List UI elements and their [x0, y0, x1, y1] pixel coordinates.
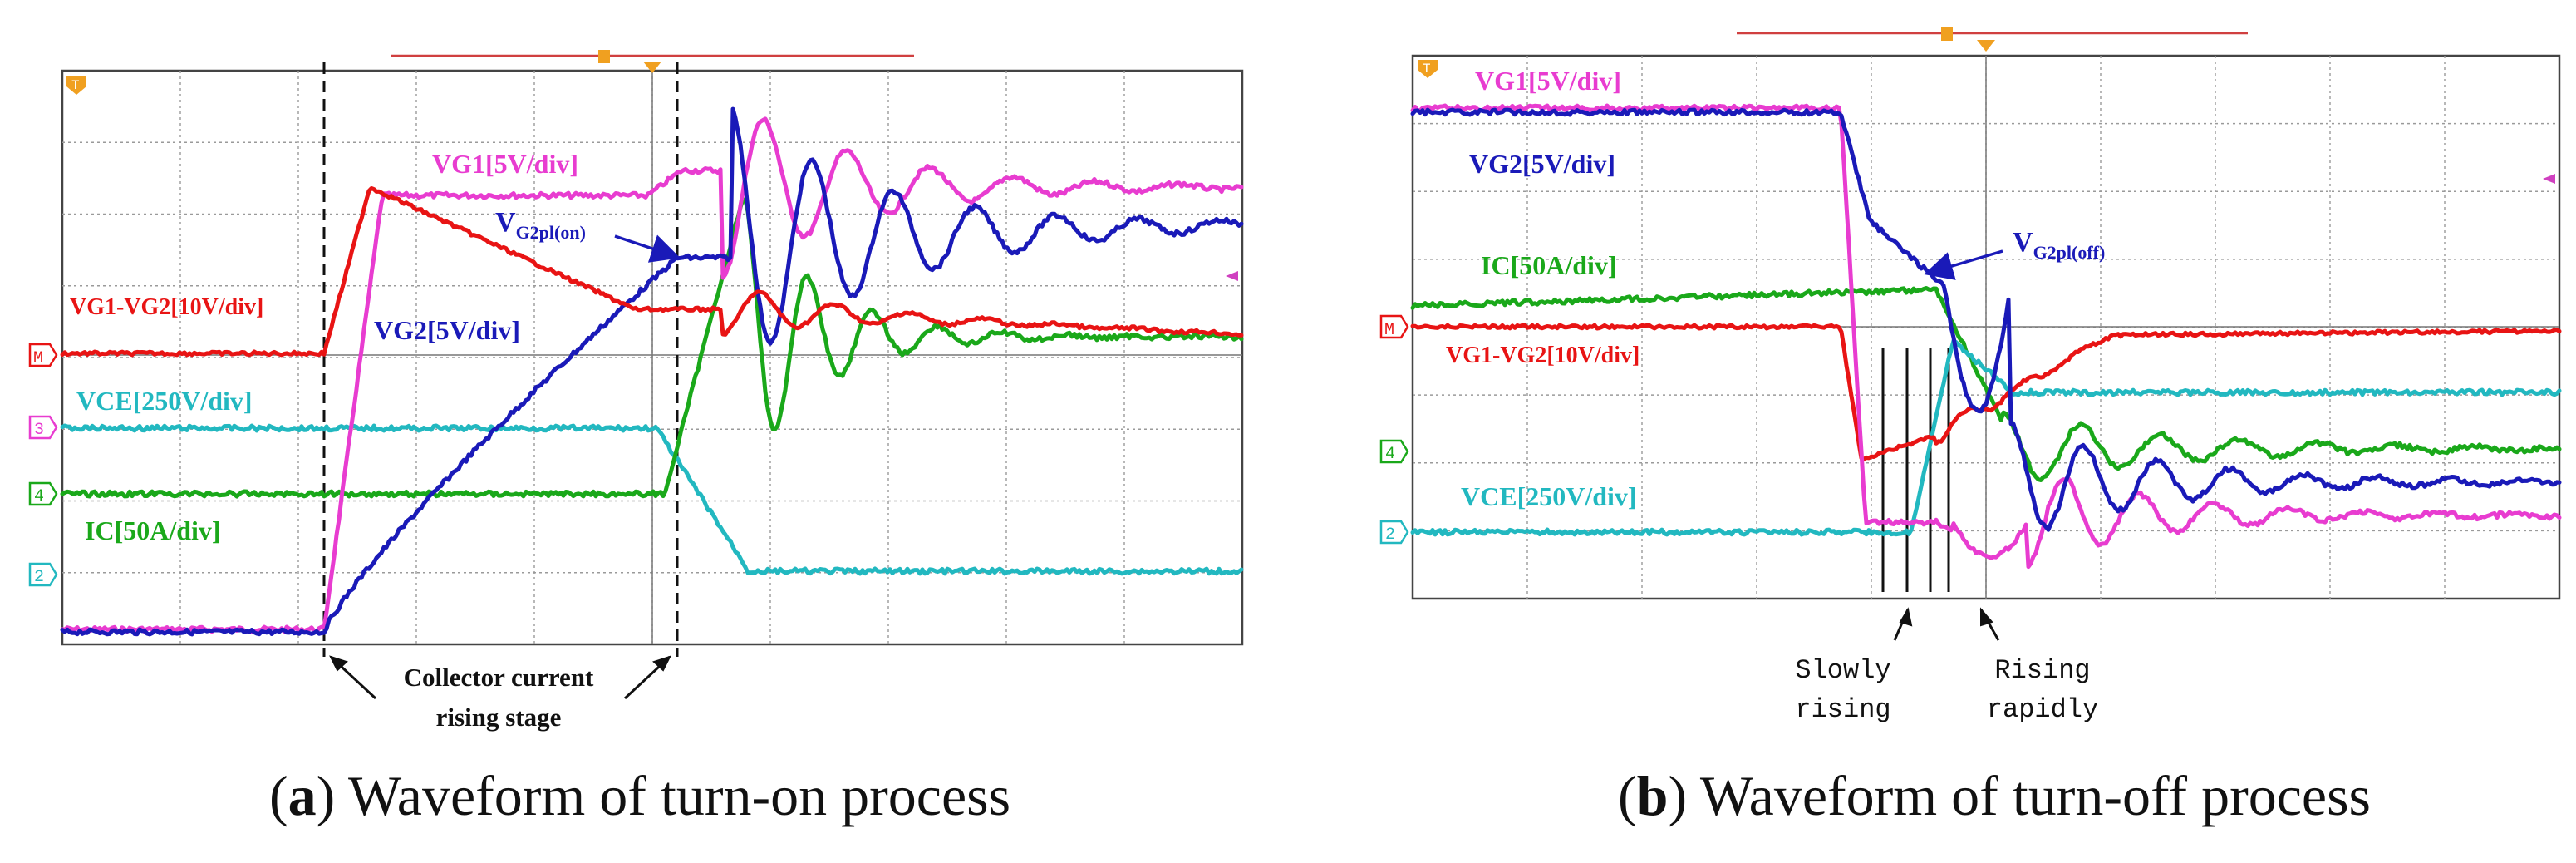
- panel-a-channel-m-label: M: [33, 349, 43, 368]
- panel-b-turn-off: T M 4 2 VG1[5V/div] VG2[5V/div]: [1379, 27, 2562, 827]
- panel-b-ref-marker-icon: [2543, 174, 2555, 184]
- panel-b-trigger-marker: T: [1423, 62, 1431, 76]
- panel-a-label-vg1: VG1[5V/div]: [432, 149, 578, 179]
- panel-a-cursor-marker: [598, 50, 610, 63]
- panel-a-stage-line1: Collector current: [404, 663, 594, 692]
- panel-a-trigger-icon: [66, 76, 86, 95]
- panel-a-channel-2: 2: [28, 562, 58, 587]
- panel-a-trace-vg1-vg2: [60, 186, 1244, 358]
- panel-a-trigger-marker: T: [71, 78, 80, 93]
- panel-b-fast-line1: Rising: [1994, 655, 2090, 686]
- panel-b-channel-2: 2: [1379, 520, 1409, 545]
- panel-a-label-ic: IC[50A/div]: [85, 515, 221, 545]
- panel-a-annot-vgpl: VG2pl(on): [495, 207, 586, 243]
- panel-a-channel-2-label: 2: [34, 568, 44, 587]
- panel-b-channel-2-label: 2: [1385, 525, 1395, 545]
- panel-a-ref-marker-icon: [1226, 271, 1238, 281]
- panel-a-label-vce: VCE[250V/div]: [76, 386, 253, 416]
- panel-b-trace-vce: [1410, 338, 2562, 537]
- panel-b-trace-vg1: [1410, 103, 2562, 570]
- panel-b-channel-m-label: M: [1384, 321, 1394, 340]
- panel-b-stage-lines: [1881, 348, 1950, 592]
- panel-b-channel-m: M: [1379, 314, 1409, 340]
- panel-a-turn-on: T M 3 4 2 VG1[5V/div] VG2[5V/div]: [28, 50, 1244, 827]
- panel-a-stage-arrowhead-left: [329, 655, 348, 672]
- panel-a-channel-4-label: 4: [34, 487, 44, 506]
- panel-a-stage-arrowhead-right: [652, 655, 671, 672]
- panel-b-label-vg1: VG1[5V/div]: [1475, 66, 1621, 96]
- panel-a-channel-4: 4: [28, 481, 58, 506]
- panel-b-annot-vgpl-arrow: [1924, 249, 2003, 280]
- panel-b-fast-arrowhead: [1980, 607, 1993, 627]
- panel-b-annot-vgpl: VG2pl(off): [2013, 227, 2105, 263]
- panel-b-channel-4: 4: [1379, 439, 1409, 464]
- panel-a-channel-m: M: [28, 343, 58, 368]
- panel-a-trigger-pos-icon: [643, 62, 661, 73]
- panel-b-trace-vg2: [1410, 107, 2562, 532]
- panel-a-trace-vg2: [60, 106, 1244, 637]
- panel-a-stage-line2: rising stage: [436, 703, 562, 732]
- panel-a-caption: (a) Waveform of turn-on process: [269, 764, 1010, 827]
- panel-a-trace-ic: [60, 197, 1244, 499]
- panel-a-annot-vgpl-arrow: [614, 234, 681, 263]
- panel-b-label-vg1-vg2: VG1-VG2[10V/div]: [1446, 343, 1639, 368]
- panel-b-trace-ic: [1410, 286, 2562, 482]
- panel-b-channel-4-label: 4: [1385, 445, 1395, 464]
- panel-a-trace-vce: [60, 423, 1244, 576]
- panel-b-trigger-pos-icon: [1977, 40, 1995, 52]
- panel-b-slow-line1: Slowly: [1795, 655, 1890, 686]
- panel-b-label-ic: IC[50A/div]: [1481, 250, 1617, 280]
- panel-b-label-vce: VCE[250V/div]: [1461, 481, 1637, 511]
- panel-b-trace-vg1-vg2: [1410, 323, 2562, 461]
- panel-b-cursor-marker: [1941, 27, 1953, 41]
- panel-a-label-vg2: VG2[5V/div]: [374, 315, 520, 345]
- panel-a-trace-vg1: [60, 116, 1244, 634]
- panel-b-fast-line2: rapidly: [1987, 694, 2098, 725]
- panel-b-slow-arrowhead: [1899, 607, 1913, 627]
- panel-b-label-vg2: VG2[5V/div]: [1469, 149, 1615, 179]
- panel-a-channel-3: 3: [28, 415, 58, 440]
- panel-b-caption: (b) Waveform of turn-off process: [1618, 764, 2371, 827]
- panel-b-trigger-icon: [1418, 60, 1438, 78]
- panel-a-channel-3-label: 3: [34, 421, 44, 440]
- panel-b-slow-line2: rising: [1795, 694, 1890, 725]
- panel-a-label-vg1-vg2: VG1-VG2[10V/div]: [70, 294, 263, 320]
